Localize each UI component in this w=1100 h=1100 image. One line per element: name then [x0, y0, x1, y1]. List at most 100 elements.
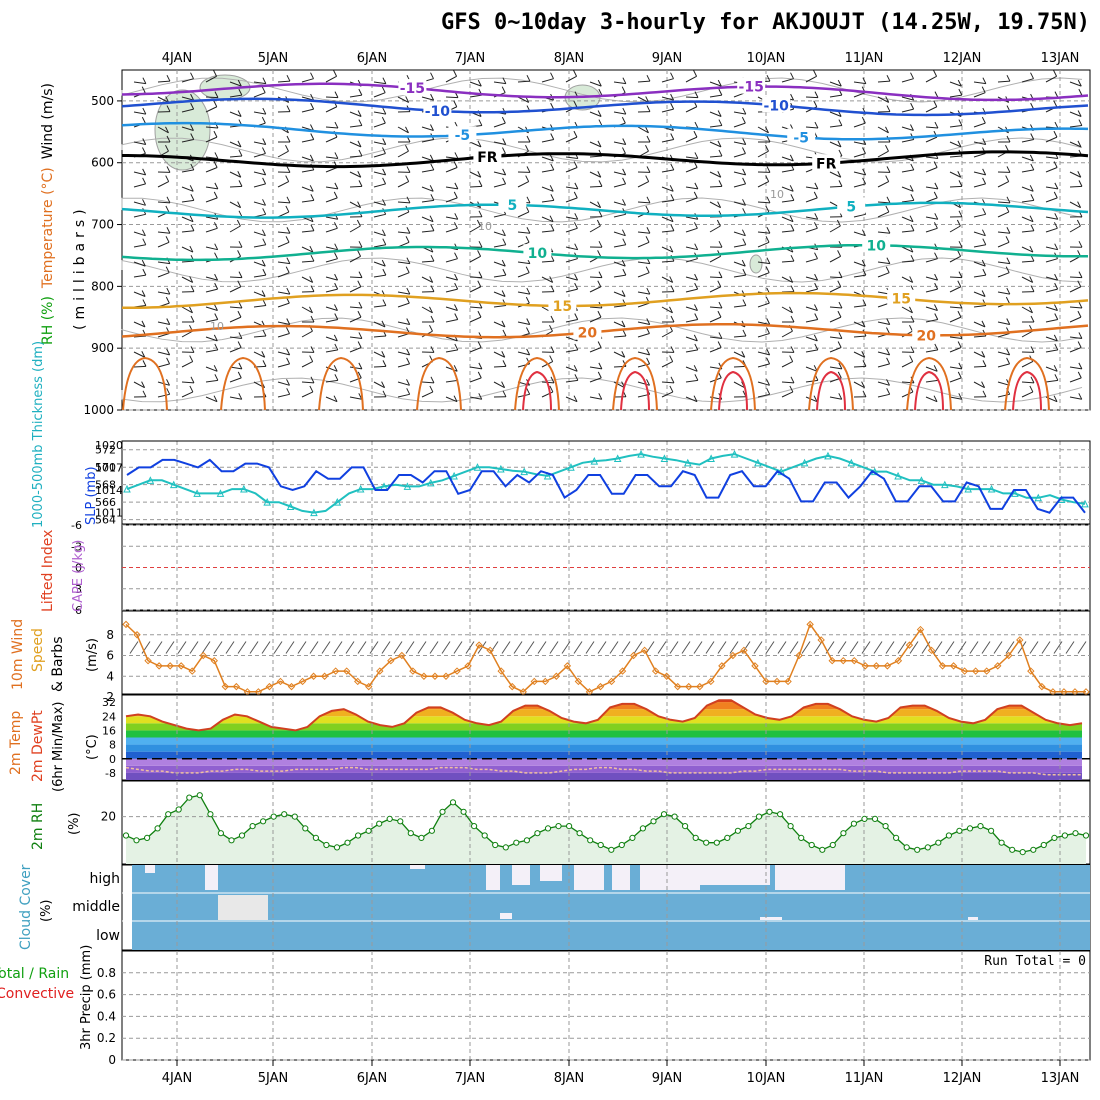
rh-point [323, 841, 330, 849]
wind-barb [517, 351, 530, 356]
wind-barb [693, 395, 698, 402]
wind-barb [1045, 227, 1058, 233]
wind-barb [277, 80, 291, 83]
wind-barb [277, 291, 290, 295]
wind-barb [550, 72, 554, 79]
wind-barb [517, 321, 530, 325]
wind-barb [190, 93, 195, 101]
wind-barb [997, 241, 1010, 248]
wind-barb [1030, 163, 1035, 171]
wind-barb [229, 347, 242, 353]
wind-barb [261, 641, 271, 654]
wind-barb [622, 138, 627, 145]
wind-barb [574, 243, 579, 250]
wind-barb [405, 96, 410, 103]
wind-speed-point [221, 682, 230, 691]
wind-barb [421, 169, 434, 173]
wind-barb [814, 91, 819, 98]
rh-point [819, 846, 826, 853]
wind-barb [229, 366, 242, 370]
wind-barb [277, 241, 290, 248]
wind-barb [301, 186, 314, 192]
wind-barb [550, 254, 555, 262]
wind-barb [310, 93, 315, 101]
rh-point [692, 834, 699, 842]
wind-barb [1045, 216, 1058, 220]
wind-barb [357, 371, 362, 379]
wind-barb [829, 111, 842, 117]
rh-point [618, 841, 625, 849]
y-tick-label: 6 [106, 649, 114, 663]
wind-barb [766, 166, 771, 173]
wind-barb [214, 273, 219, 281]
wind-speed-point [199, 651, 207, 660]
panel-10m-wind [121, 610, 1091, 695]
wind-barb [478, 362, 483, 370]
wind-barb [685, 227, 698, 233]
wind-barb [757, 363, 770, 368]
isotherm-label: 5 [846, 200, 856, 216]
wind-barb [709, 171, 722, 178]
wind-barb [189, 276, 194, 283]
wind-barb [325, 126, 338, 129]
wind-barb [589, 225, 601, 233]
wind-barb [958, 88, 963, 96]
y-axis-label-part: Temperature (°C) [40, 167, 56, 289]
wind-barb [933, 161, 938, 168]
wind-barb [925, 258, 938, 263]
wind-barb [1053, 395, 1058, 402]
wind-barb [526, 135, 531, 143]
wind-barb [1045, 276, 1058, 281]
rh-point [650, 818, 657, 825]
wind-speed-point [607, 677, 616, 686]
wind-barb [445, 96, 459, 99]
wind-barb [325, 258, 338, 263]
wind-barb [429, 276, 434, 283]
wind-barb [789, 154, 794, 162]
isotherm-label-bg [762, 96, 791, 113]
thickness-point [824, 451, 832, 460]
cloud-gap [205, 865, 218, 890]
wind-barb [277, 381, 290, 386]
wind-barb [381, 351, 386, 358]
wind-barb [646, 318, 651, 325]
wind-barb [285, 266, 290, 273]
wind-barb [261, 290, 266, 297]
wind-barb [958, 180, 963, 187]
wind-barb [765, 205, 770, 213]
wind-barb [262, 138, 267, 145]
wind-barb [1069, 366, 1082, 370]
wind-barb [681, 641, 691, 654]
rh-point [1019, 849, 1026, 856]
wind-barb [493, 381, 505, 389]
wind-barb [742, 329, 747, 337]
y-tick-label: 16 [102, 724, 116, 737]
wind-barb [646, 196, 651, 204]
wind-barb [645, 126, 649, 134]
wind-barb [238, 240, 243, 248]
wind-barb [949, 94, 962, 98]
wind-barb [166, 227, 171, 234]
wind-barb [277, 351, 290, 356]
wind-barb [493, 351, 506, 358]
wind-barb [565, 246, 578, 251]
wind-barb [685, 306, 698, 311]
wind-barb [157, 393, 170, 398]
wind-barb [205, 349, 218, 353]
rh-point [871, 815, 879, 823]
wind-barb [325, 75, 337, 83]
wind-barb [694, 243, 699, 250]
wind-speed-point [442, 672, 450, 680]
wind-barb [886, 388, 891, 395]
y-axis-units: (%) [67, 813, 82, 836]
wind-barb [589, 171, 602, 178]
wind-barb [805, 227, 818, 233]
temp-line [125, 699, 1083, 732]
wind-barb [597, 171, 602, 178]
wind-barb [397, 96, 409, 103]
wind-barb [493, 261, 506, 267]
warm-contour [416, 356, 462, 411]
wind-barb [670, 376, 675, 384]
date-label-bottom: 4JAN [162, 1071, 193, 1086]
